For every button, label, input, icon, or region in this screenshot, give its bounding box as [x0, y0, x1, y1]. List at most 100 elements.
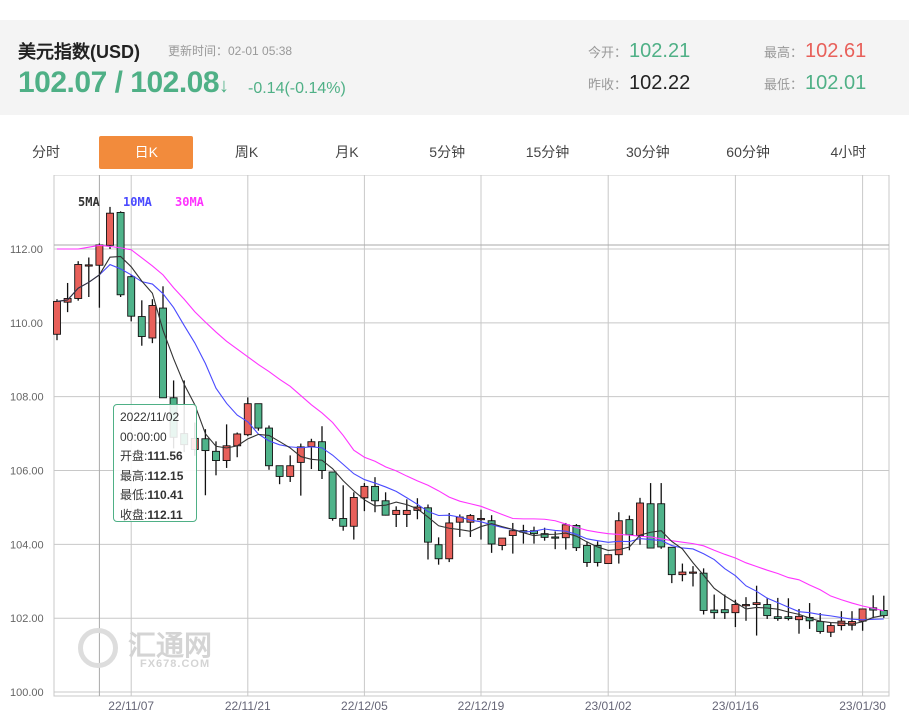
candle-body	[689, 571, 697, 574]
candle-body	[593, 545, 602, 563]
tab-8[interactable]: 4小时	[830, 144, 867, 160]
logo-circle-icon	[78, 628, 118, 668]
candle-body	[699, 572, 708, 611]
candle-body	[763, 604, 772, 617]
candle-body	[636, 502, 644, 536]
x-tick-label: 22/12/19	[458, 699, 505, 713]
candle-body	[222, 445, 231, 462]
y-tick-label: 108.00	[10, 392, 44, 404]
candle-body	[784, 616, 793, 620]
price-change: -0.14(-0.14%)	[248, 80, 346, 97]
prev-close-label: 昨收：	[588, 77, 628, 92]
price-value: 102.07 / 102.08	[18, 66, 220, 99]
candle-body	[678, 571, 687, 576]
y-tick-label: 104.00	[10, 539, 44, 551]
stat-low: 最低： 102.01	[764, 72, 866, 95]
tab-6[interactable]: 30分钟	[626, 144, 670, 160]
candle-body	[826, 625, 835, 633]
candle-body	[742, 604, 750, 607]
period-tabs: 分时 日K 周K 月K 5分钟 15分钟 30分钟 60分钟 4小时	[0, 136, 909, 170]
legend-ma30: 30MA	[175, 195, 204, 209]
candle-body	[392, 509, 401, 515]
x-tick-label: 23/01/30	[839, 699, 886, 713]
candle-body	[498, 537, 507, 546]
candle-body	[254, 403, 263, 429]
candle-body	[148, 305, 157, 339]
candle-body	[339, 518, 348, 527]
candle-body	[116, 211, 125, 296]
candle-body	[84, 264, 93, 267]
candle-body	[212, 450, 220, 462]
tab-0[interactable]: 分时	[32, 144, 60, 160]
tab-3[interactable]: 月K	[335, 144, 359, 160]
y-tick-label: 100.00	[10, 687, 44, 699]
tab-1[interactable]: 日K	[99, 136, 194, 169]
candle-body	[604, 554, 613, 565]
candle-body	[201, 438, 210, 452]
quote-header: 美元指数(USD) 更新时间：02-01 05:38 102.07 / 102.…	[0, 20, 909, 115]
tab-4[interactable]: 5分钟	[429, 144, 466, 160]
candle-body	[137, 316, 146, 337]
bid-ask-price: 102.07 / 102.08↓	[18, 66, 229, 100]
prev-close-value: 102.22	[629, 72, 691, 94]
candle-body	[625, 519, 634, 536]
legend-ma5: 5MA	[78, 195, 100, 209]
candle-body	[657, 503, 666, 548]
candle-body	[402, 509, 411, 515]
tooltip-high: 最高:112.15	[120, 468, 184, 483]
tooltip-low: 最低:110.41	[120, 488, 184, 502]
high-value: 102.61	[805, 40, 867, 62]
ma10-line	[56, 263, 884, 621]
candle-body	[795, 615, 803, 621]
x-tick-label: 23/01/02	[585, 699, 632, 713]
candle-tooltip: 2022/11/02 00:00:00 开盘:111.56 最高:112.15 …	[113, 404, 197, 522]
candle-body	[307, 441, 316, 447]
open-value: 102.21	[629, 40, 691, 62]
high-label: 最高：	[764, 45, 804, 60]
candle-body	[106, 212, 114, 246]
candle-body	[328, 471, 337, 519]
legend-ma10: 10MA	[123, 195, 152, 209]
tab-7[interactable]: 60分钟	[726, 144, 770, 160]
low-label: 最低：	[764, 77, 804, 92]
candle-body	[487, 520, 496, 545]
tooltip-time: 00:00:00	[120, 429, 167, 444]
instrument-title: 美元指数(USD)	[18, 42, 140, 62]
x-tick-label: 22/12/05	[341, 699, 388, 713]
candle-body	[508, 530, 517, 536]
candle-body	[265, 427, 273, 467]
x-tick-label: 23/01/16	[712, 699, 759, 713]
candle-body	[349, 497, 358, 527]
candle-body	[286, 465, 295, 477]
ma30-line	[57, 244, 884, 612]
candle-body	[434, 544, 443, 560]
candle-body	[53, 300, 61, 335]
candle-body	[646, 503, 655, 549]
candle-body	[275, 465, 284, 477]
candle-body	[720, 609, 729, 614]
y-tick-label: 110.00	[10, 318, 43, 330]
candle-body	[731, 604, 740, 614]
candle-body	[318, 441, 326, 471]
plot-frame	[53, 175, 890, 697]
x-tick-label: 22/11/07	[108, 699, 154, 713]
tooltip-open: 开盘:111.56	[120, 449, 183, 463]
candle-body	[816, 621, 825, 632]
candle-body	[127, 276, 136, 317]
candle-body	[752, 602, 761, 605]
update-time: 更新时间：02-01 05:38	[168, 44, 293, 58]
candle-body	[773, 616, 782, 620]
candle-body	[74, 264, 83, 299]
y-tick-label: 106.00	[10, 466, 44, 478]
open-label: 今开：	[588, 45, 628, 60]
candle-body	[371, 485, 379, 502]
candle-body	[583, 545, 591, 563]
candle-body	[445, 522, 454, 560]
candle-body	[477, 518, 485, 521]
stat-high: 最高： 102.61	[764, 40, 866, 63]
candle-body	[424, 507, 432, 543]
tab-5[interactable]: 15分钟	[525, 144, 570, 160]
y-tick-label: 112.00	[10, 244, 43, 256]
tab-2[interactable]: 周K	[234, 144, 259, 160]
candle-body	[710, 609, 719, 614]
